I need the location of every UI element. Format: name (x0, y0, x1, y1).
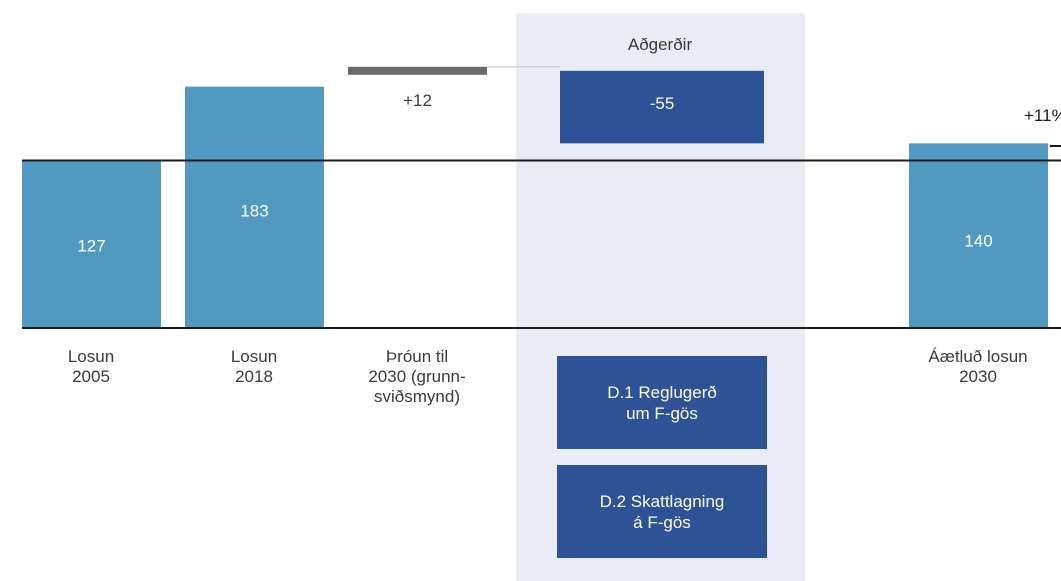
bar-losun-2005 (22, 160, 161, 328)
category-label-aaetlud-losun-2030: Áætluð losun 2030 (928, 347, 1028, 386)
bar-throun-2030 (348, 66, 487, 75)
label-value-183: 183 (240, 202, 268, 221)
band-title: Aðgerðir (628, 35, 693, 54)
category-label-throun-2030: Þróun til 2030 (grunn- sviðsmynd) (368, 347, 466, 406)
measure-d1-box: D.1 Reglugerð um F-gös (557, 356, 767, 449)
label-value-127: 127 (77, 236, 105, 255)
label-value-140: 140 (964, 231, 992, 250)
category-label-losun-2005: Losun 2005 (67, 347, 115, 386)
bar-adgerdir (560, 70, 764, 144)
bars (22, 66, 1048, 328)
label-value-plus12: +12 (403, 91, 432, 110)
bar-aaetlud-losun-2030 (909, 143, 1048, 328)
annotation-percent: +11% (1024, 106, 1061, 125)
bar-losun-2018 (185, 86, 324, 328)
connectors (487, 66, 1061, 147)
data-labels: 127 183 +12 -55 140 (77, 91, 992, 256)
label-value-minus55: -55 (650, 94, 675, 113)
category-label-losun-2018: Losun 2018 (230, 347, 278, 386)
measure-d2-box: D.2 Skattlagning á F-gös (557, 465, 767, 558)
